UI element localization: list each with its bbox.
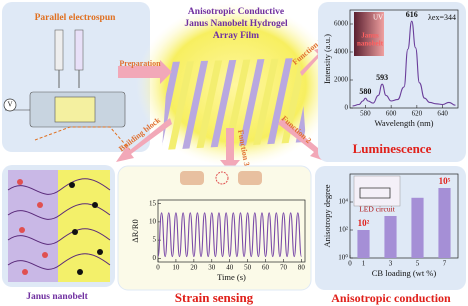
film-title: Anisotropic Conductive [188,7,284,17]
x-tick-label: 70 [280,264,288,272]
peak-label: 580 [359,87,371,96]
x-tick-label: 620 [412,110,423,118]
x-tick-label: 640 [437,110,448,118]
value-label: 10² [358,218,370,228]
x-tick-label: 40 [226,264,234,272]
inset-title: UV [373,14,383,22]
film-title: Janus Nanobelt Hydrogel [184,19,288,29]
caption: Anisotropic conduction [331,291,451,305]
caption: Luminescence [353,141,432,156]
x-axis-label: CB loading (wt %) [372,268,437,278]
bar [411,198,423,258]
x-tick-label: 10 [172,264,180,272]
y-tick-label: 10⁴ [339,198,349,206]
x-tick-label: 5 [416,260,420,268]
y-tick-label: 10² [339,226,348,234]
panel-title: Parallel electrospun [35,13,117,23]
x-tick-label: 20 [190,264,198,272]
x-tick-label: 7 [443,260,447,268]
x-tick-label: 0 [348,260,352,268]
y-tick-label: 10 [149,217,157,225]
bar [357,230,369,258]
value-label: 10⁵ [439,176,451,186]
x-tick-label: 580 [360,110,371,118]
arrow-label: Preparation [119,59,161,68]
caption: Strain sensing [175,290,254,305]
bar [438,188,450,258]
nanobelt-label: Janus nanobelt [26,292,88,302]
y-axis-label: Anisotropy degree [322,184,332,247]
film-title: Array Film [213,31,259,41]
x-tick-label: 0 [156,264,160,272]
x-axis-label: Time (s) [217,272,246,282]
x-tick-label: 60 [262,264,270,272]
x-tick-label: 50 [244,264,252,272]
y-tick-label: 5 [153,236,157,244]
x-tick-label: 1 [362,260,366,268]
annotation: λex=344 [428,13,456,22]
x-tick-label: 80 [298,264,306,272]
y-tick-label: 0 [153,254,157,262]
inset-label: Janus [361,32,379,40]
inset-label: LED circuit [359,205,396,214]
y-axis-label: Intensity (a.u.) [322,34,332,84]
y-tick-label: 15 [149,199,157,207]
x-tick-label: 3 [389,260,393,268]
y-tick-label: 0 [345,104,349,112]
bar [384,216,396,258]
voltmeter: V [7,101,12,109]
y-tick-label: 6000 [334,20,349,28]
y-tick-label: 4000 [334,48,349,56]
y-tick-label: 10⁰ [338,254,348,262]
peak-label: 593 [376,73,388,82]
x-axis-label: Wavelength (nm) [374,118,433,128]
inset-label: nanobelt [357,40,384,48]
x-tick-label: 30 [208,264,216,272]
nanobelt-diagram [2,165,115,287]
peak-label: 616 [406,10,418,19]
inset-image [354,176,400,206]
x-tick-label: 600 [386,110,397,118]
y-tick-label: 2000 [334,76,349,84]
figure: Parallel electrospun V Anisotropic Condu… [0,0,468,306]
y-axis-label: ΔR/R0 [130,219,140,242]
